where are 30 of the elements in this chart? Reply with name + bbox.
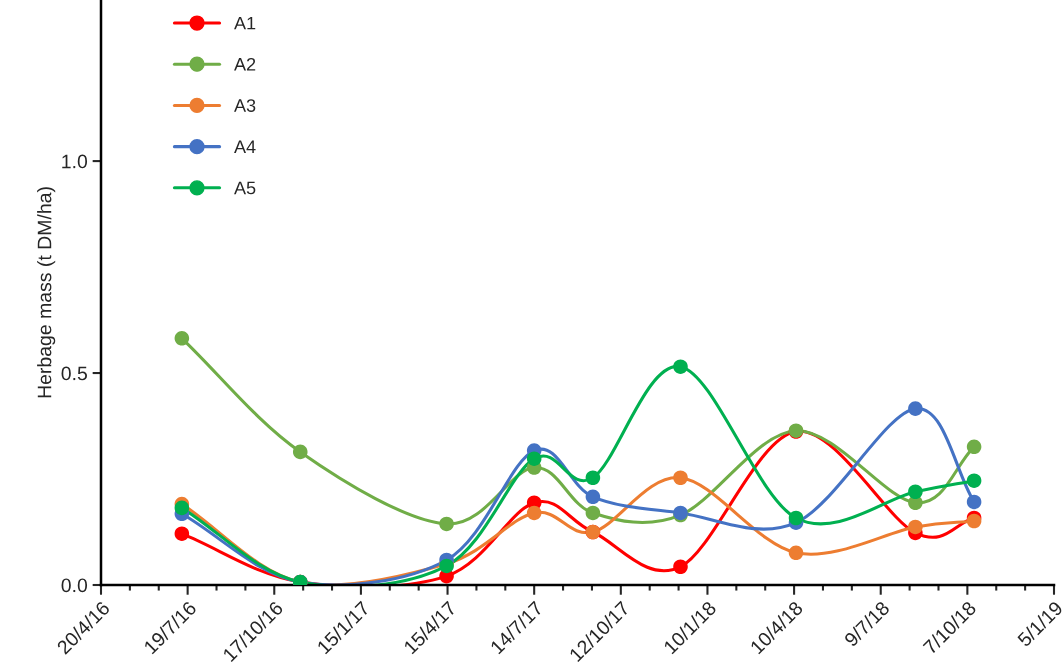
legend-label: A2: [234, 57, 256, 71]
point: [908, 401, 923, 416]
y-tick-label: 1.0: [62, 154, 88, 169]
point: [292, 444, 308, 460]
point: [174, 500, 190, 516]
point: [908, 519, 923, 535]
y-tick-label: 0.5: [61, 366, 87, 381]
legend-label: A1: [234, 16, 256, 30]
point: [585, 489, 601, 505]
point: [966, 439, 982, 455]
point: [174, 331, 190, 346]
point: [585, 470, 601, 486]
point: [966, 473, 982, 488]
point: [788, 545, 804, 561]
point: [908, 484, 923, 500]
y-axis-title: Herbage mass (t DM/ha): [37, 187, 56, 398]
point: [585, 505, 601, 521]
legend-label: A5: [234, 181, 256, 195]
point: [526, 505, 542, 521]
legend-label: A4: [234, 140, 256, 153]
point: [673, 359, 688, 374]
point: [439, 516, 454, 532]
legend-label: A3: [234, 99, 256, 112]
point: [966, 494, 982, 510]
point: [788, 510, 804, 526]
point: [526, 451, 542, 466]
point: [673, 559, 688, 575]
point: [673, 470, 688, 486]
point: [174, 526, 190, 541]
y-tick-label: 0.0: [61, 578, 88, 593]
